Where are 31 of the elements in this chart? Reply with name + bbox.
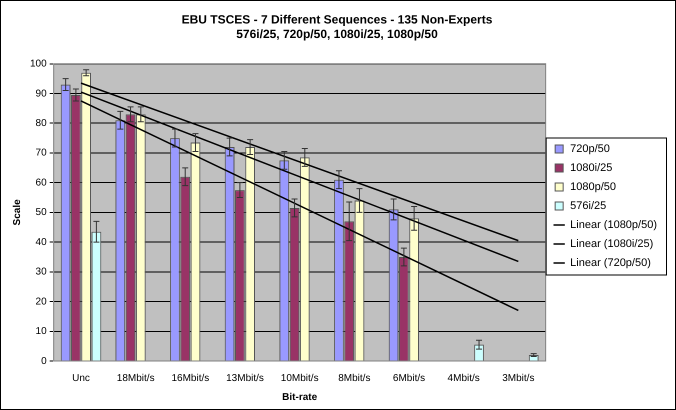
legend-label: 1080i/25 [570,162,612,174]
y-tick-label: 60 [36,177,48,188]
x-tick-label: 16Mbit/s [171,372,210,384]
y-tick-label: 40 [36,236,48,248]
x-tick-label: 6Mbit/s [392,372,426,384]
y-tick-label: 20 [36,296,48,308]
x-tick-label: 10Mbit/s [280,372,319,384]
x-tick-label: 8Mbit/s [338,372,370,384]
y-tick-label: 100 [30,58,48,70]
x-tick-label: 13Mbit/s [226,372,264,384]
legend-label: Linear (1080i/25) [570,238,654,250]
legend-label: Linear (1080p/50) [570,219,658,232]
chart-title: EBU TSCES - 7 Different Sequences - 135 Non-Experts [182,12,493,27]
y-tick-label: 50 [36,207,48,218]
x-tick-label: Unc [72,372,90,384]
x-tick-label: 18Mbit/s [116,372,155,384]
y-tick-label: 80 [36,118,48,129]
y-axis-title: Scale [12,198,23,226]
y-tick-label: 90 [36,88,48,100]
y-tick-label: 10 [36,326,48,338]
x-axis-title: Bit-rate [282,392,318,403]
legend-label: 576i/25 [570,200,606,212]
legend-label: 720p/50 [570,143,610,156]
x-tick-label: 4Mbit/s [448,372,480,384]
chart-subtitle: 576i/25, 720p/50, 1080i/25, 1080p/50 [236,26,438,41]
x-tick-label: 3Mbit/s [502,372,534,384]
y-tick-label: 0 [41,356,48,367]
legend-label: Linear (720p/50) [570,257,651,270]
y-tick-label: 70 [36,148,48,159]
legend-label: 1080p/50 [570,181,616,194]
y-tick-label: 30 [36,266,48,278]
